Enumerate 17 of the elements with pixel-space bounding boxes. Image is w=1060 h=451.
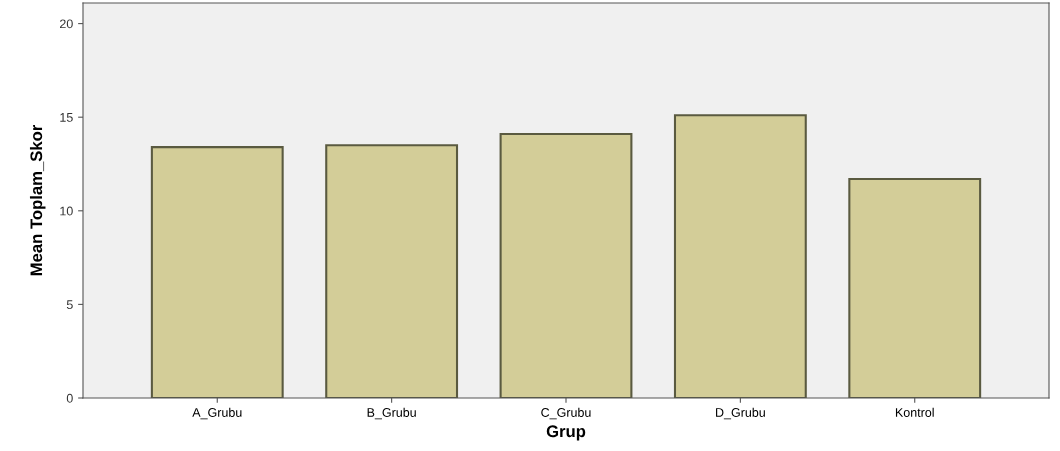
bar	[150, 146, 284, 398]
x-tick-label: B_Grubu	[367, 407, 416, 420]
y-tick-label: 0	[66, 393, 73, 403]
y-tick-label: 15	[60, 113, 73, 122]
y-axis-title: Mean Toplam_Skor	[29, 124, 46, 276]
y-tick-label: 10	[60, 206, 73, 216]
x-tick-label: C_Grubu	[541, 407, 591, 420]
bar	[499, 133, 633, 398]
x-tick-label: Kontrol	[895, 407, 934, 417]
bar	[325, 144, 459, 398]
bar	[848, 177, 982, 398]
x-axis-title: Grup	[546, 425, 586, 441]
bar	[673, 114, 807, 398]
x-tick-label: A_Grubu	[192, 407, 242, 420]
y-tick-label: 20	[60, 19, 73, 29]
x-tick-label: D_Grubu	[716, 407, 765, 420]
y-tick-label: 5	[66, 300, 73, 310]
